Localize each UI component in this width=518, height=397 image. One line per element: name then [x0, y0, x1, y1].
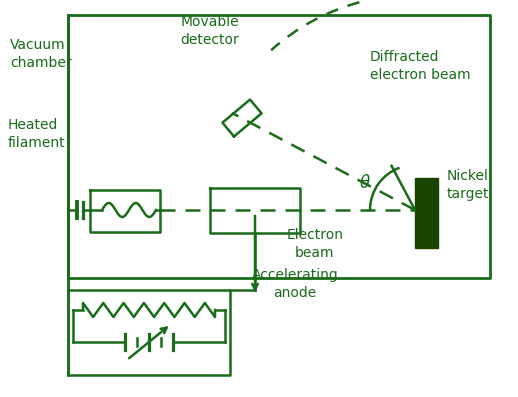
Text: θ: θ — [360, 174, 370, 192]
Text: Movable
detector: Movable detector — [181, 15, 239, 47]
Text: Vacuum
chamber: Vacuum chamber — [10, 38, 71, 70]
Text: Nickel
target: Nickel target — [447, 169, 490, 201]
Text: Heated
filament: Heated filament — [8, 118, 66, 150]
Text: Diffracted
electron beam: Diffracted electron beam — [370, 50, 471, 83]
Bar — [415, 178, 438, 248]
Text: Accelerating
anode: Accelerating anode — [252, 268, 338, 301]
Text: Electron
beam: Electron beam — [286, 228, 343, 260]
